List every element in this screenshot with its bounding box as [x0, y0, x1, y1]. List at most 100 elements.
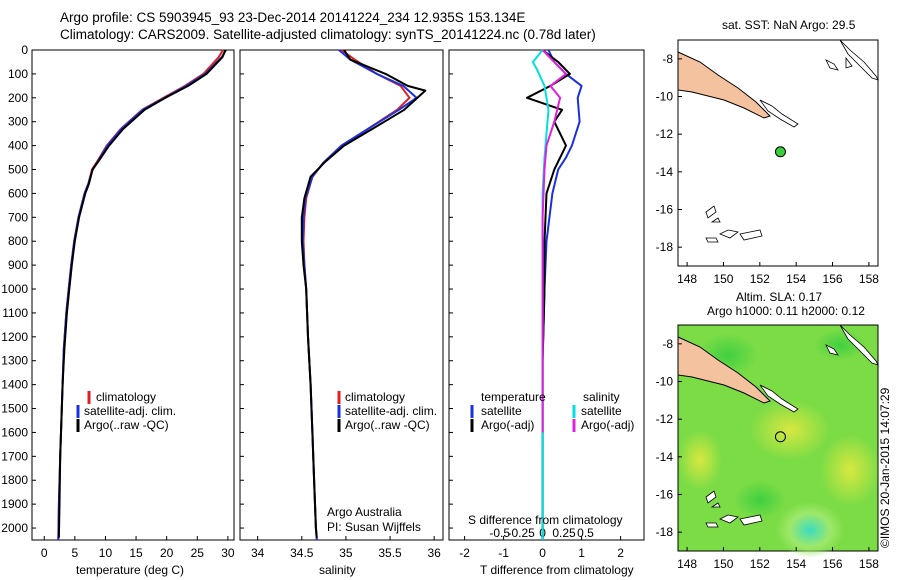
sst-lon-label: 158 [859, 272, 879, 286]
depth-tick-label: 0 [21, 43, 28, 57]
legend-satellite-sal: satellite-adj. clim. [345, 404, 438, 418]
temperature-legend-swatches [76, 391, 91, 432]
sst-map [677, 39, 879, 267]
depth-tick-label: 400 [8, 139, 28, 153]
difference-t-tick-label: 1 [578, 546, 585, 560]
temperature-panel [31, 49, 235, 541]
legend-satellite: satellite-adj. clim. [84, 404, 177, 418]
difference-s-tick-label: 0.5 [577, 526, 594, 540]
sst-lon-label: 150 [713, 272, 733, 286]
temperature-xtick-label: 15 [129, 546, 143, 560]
sst-lon-label: 154 [786, 272, 806, 286]
sla-lat-label: -16 [656, 488, 674, 502]
salinity-xtick-label: 34.5 [290, 546, 314, 560]
sla-lat-label: -10 [656, 375, 674, 389]
depth-tick-label: 700 [8, 210, 28, 224]
sla-lon-label: 148 [677, 557, 697, 571]
depth-tick-label: 1100 [2, 306, 28, 320]
depth-tick-label: 1000 [1, 282, 28, 296]
sla-lat-label: -12 [656, 412, 674, 426]
sst-lat-label: -10 [656, 90, 674, 104]
depth-tick-label: 1900 [1, 497, 28, 511]
depth-tick-label: 600 [8, 186, 28, 200]
difference-s-tick-label: -0.5 [489, 526, 510, 540]
legend-argo-sal: Argo(..raw -QC) [345, 418, 430, 432]
depth-tick-label: 1800 [1, 473, 28, 487]
difference-series-temperature-argo-adj- [526, 49, 571, 540]
legend-t-satellite: satellite [481, 404, 522, 418]
sst-lon-label: 148 [677, 272, 697, 286]
depth-tick-label: 300 [8, 115, 28, 129]
sst-lat-label: -12 [656, 127, 674, 141]
sla-lat-label: -8 [662, 337, 673, 351]
legend-t-argo: Argo(-adj) [481, 418, 535, 432]
temperature-xtick-label: 0 [41, 546, 48, 560]
salinity-xtick-label: 34 [251, 546, 265, 560]
temperature-series-satellite-adj-clim- [57, 49, 227, 541]
sst-float-marker [774, 146, 786, 158]
difference-legend-swatches [470, 405, 576, 432]
depth-tick-label: 100 [8, 67, 28, 81]
salinity-series-climatology [302, 49, 411, 541]
temperature-series-argo-raw-qc- [57, 49, 227, 538]
difference-panel [448, 49, 645, 541]
depth-tick-label: 1600 [1, 425, 28, 439]
depth-tick-label: 1300 [1, 354, 28, 368]
legend-argo: Argo(..raw -QC) [84, 418, 169, 432]
difference-xlabel: T difference from climatology [480, 563, 634, 577]
sst-lon-label: 156 [823, 272, 843, 286]
temperature-xtick-label: 30 [221, 546, 235, 560]
legend-s-satellite: satellite [581, 404, 622, 418]
difference-s-tick-label: 0.25 [552, 526, 576, 540]
sla-map-reefs [705, 490, 763, 528]
depth-tick-label: 1200 [1, 330, 28, 344]
temperature-xtick-label: 25 [191, 546, 205, 560]
salinity-panel [239, 49, 444, 541]
sst-lat-label: -18 [656, 240, 674, 254]
sla-lon-label: 154 [786, 557, 806, 571]
salinity-series-argo-raw-qc- [300, 49, 427, 538]
sla-float-marker [774, 431, 786, 443]
difference-s-tick-label: -0.25 [507, 526, 535, 540]
temperature-xtick-label: 10 [99, 546, 113, 560]
temperature-xlabel: temperature (deg C) [76, 563, 185, 577]
legend-climatology-sal: climatology [345, 390, 406, 404]
salinity-xlabel: salinity [319, 563, 356, 577]
legend-salinity-title: salinity [583, 390, 620, 404]
legend-climatology: climatology [96, 390, 157, 404]
credit-org: Argo Australia [327, 505, 402, 519]
depth-tick-label: 2000 [1, 521, 28, 535]
depth-tick-label: 900 [8, 258, 28, 272]
credit-pi: PI: Susan Wijffels [327, 520, 421, 534]
sst-lat-label: -16 [656, 203, 674, 217]
sla-map-land [677, 336, 771, 404]
sst-lon-label: 152 [750, 272, 770, 286]
legend-s-argo: Argo(-adj) [581, 418, 635, 432]
depth-tick-label: 1700 [1, 449, 28, 463]
temperature-series-climatology [57, 49, 224, 541]
sla-lon-label: 158 [859, 557, 879, 571]
depth-tick-label: 200 [8, 91, 28, 105]
temperature-xtick-label: 5 [72, 546, 79, 560]
imos-timestamp: ©IMOS 20-Jan-2015 14:07:29 [878, 387, 892, 548]
difference-t-tick-label: 2 [617, 546, 624, 560]
s-difference-label: S difference from climatology [468, 513, 623, 527]
sla-map-title: Altim. SLA: 0.17 [736, 290, 823, 304]
legend-temperature-title: temperature [481, 390, 546, 404]
sla-lat-label: -18 [656, 525, 674, 539]
salinity-xtick-label: 36 [427, 546, 441, 560]
difference-t-tick-label: 0 [539, 546, 546, 560]
sla-map [677, 324, 880, 558]
sst-map-islands [759, 39, 879, 128]
depth-tick-label: 800 [8, 234, 28, 248]
depth-tick-label: 1400 [1, 378, 28, 392]
sla-lon-label: 150 [713, 557, 733, 571]
salinity-xtick-label: 35 [339, 546, 353, 560]
salinity-series-satellite-adj-clim- [301, 49, 418, 541]
temperature-xtick-label: 20 [160, 546, 174, 560]
depth-tick-label: 1500 [1, 402, 28, 416]
profile-title: Argo profile: CS 5903945_93 23-Dec-2014 … [60, 10, 526, 25]
sla-map-subtitle: Argo h1000: 0.11 h2000: 0.12 [707, 304, 865, 318]
sst-map-title: sat. SST: NaN Argo: 29.5 [722, 18, 856, 32]
